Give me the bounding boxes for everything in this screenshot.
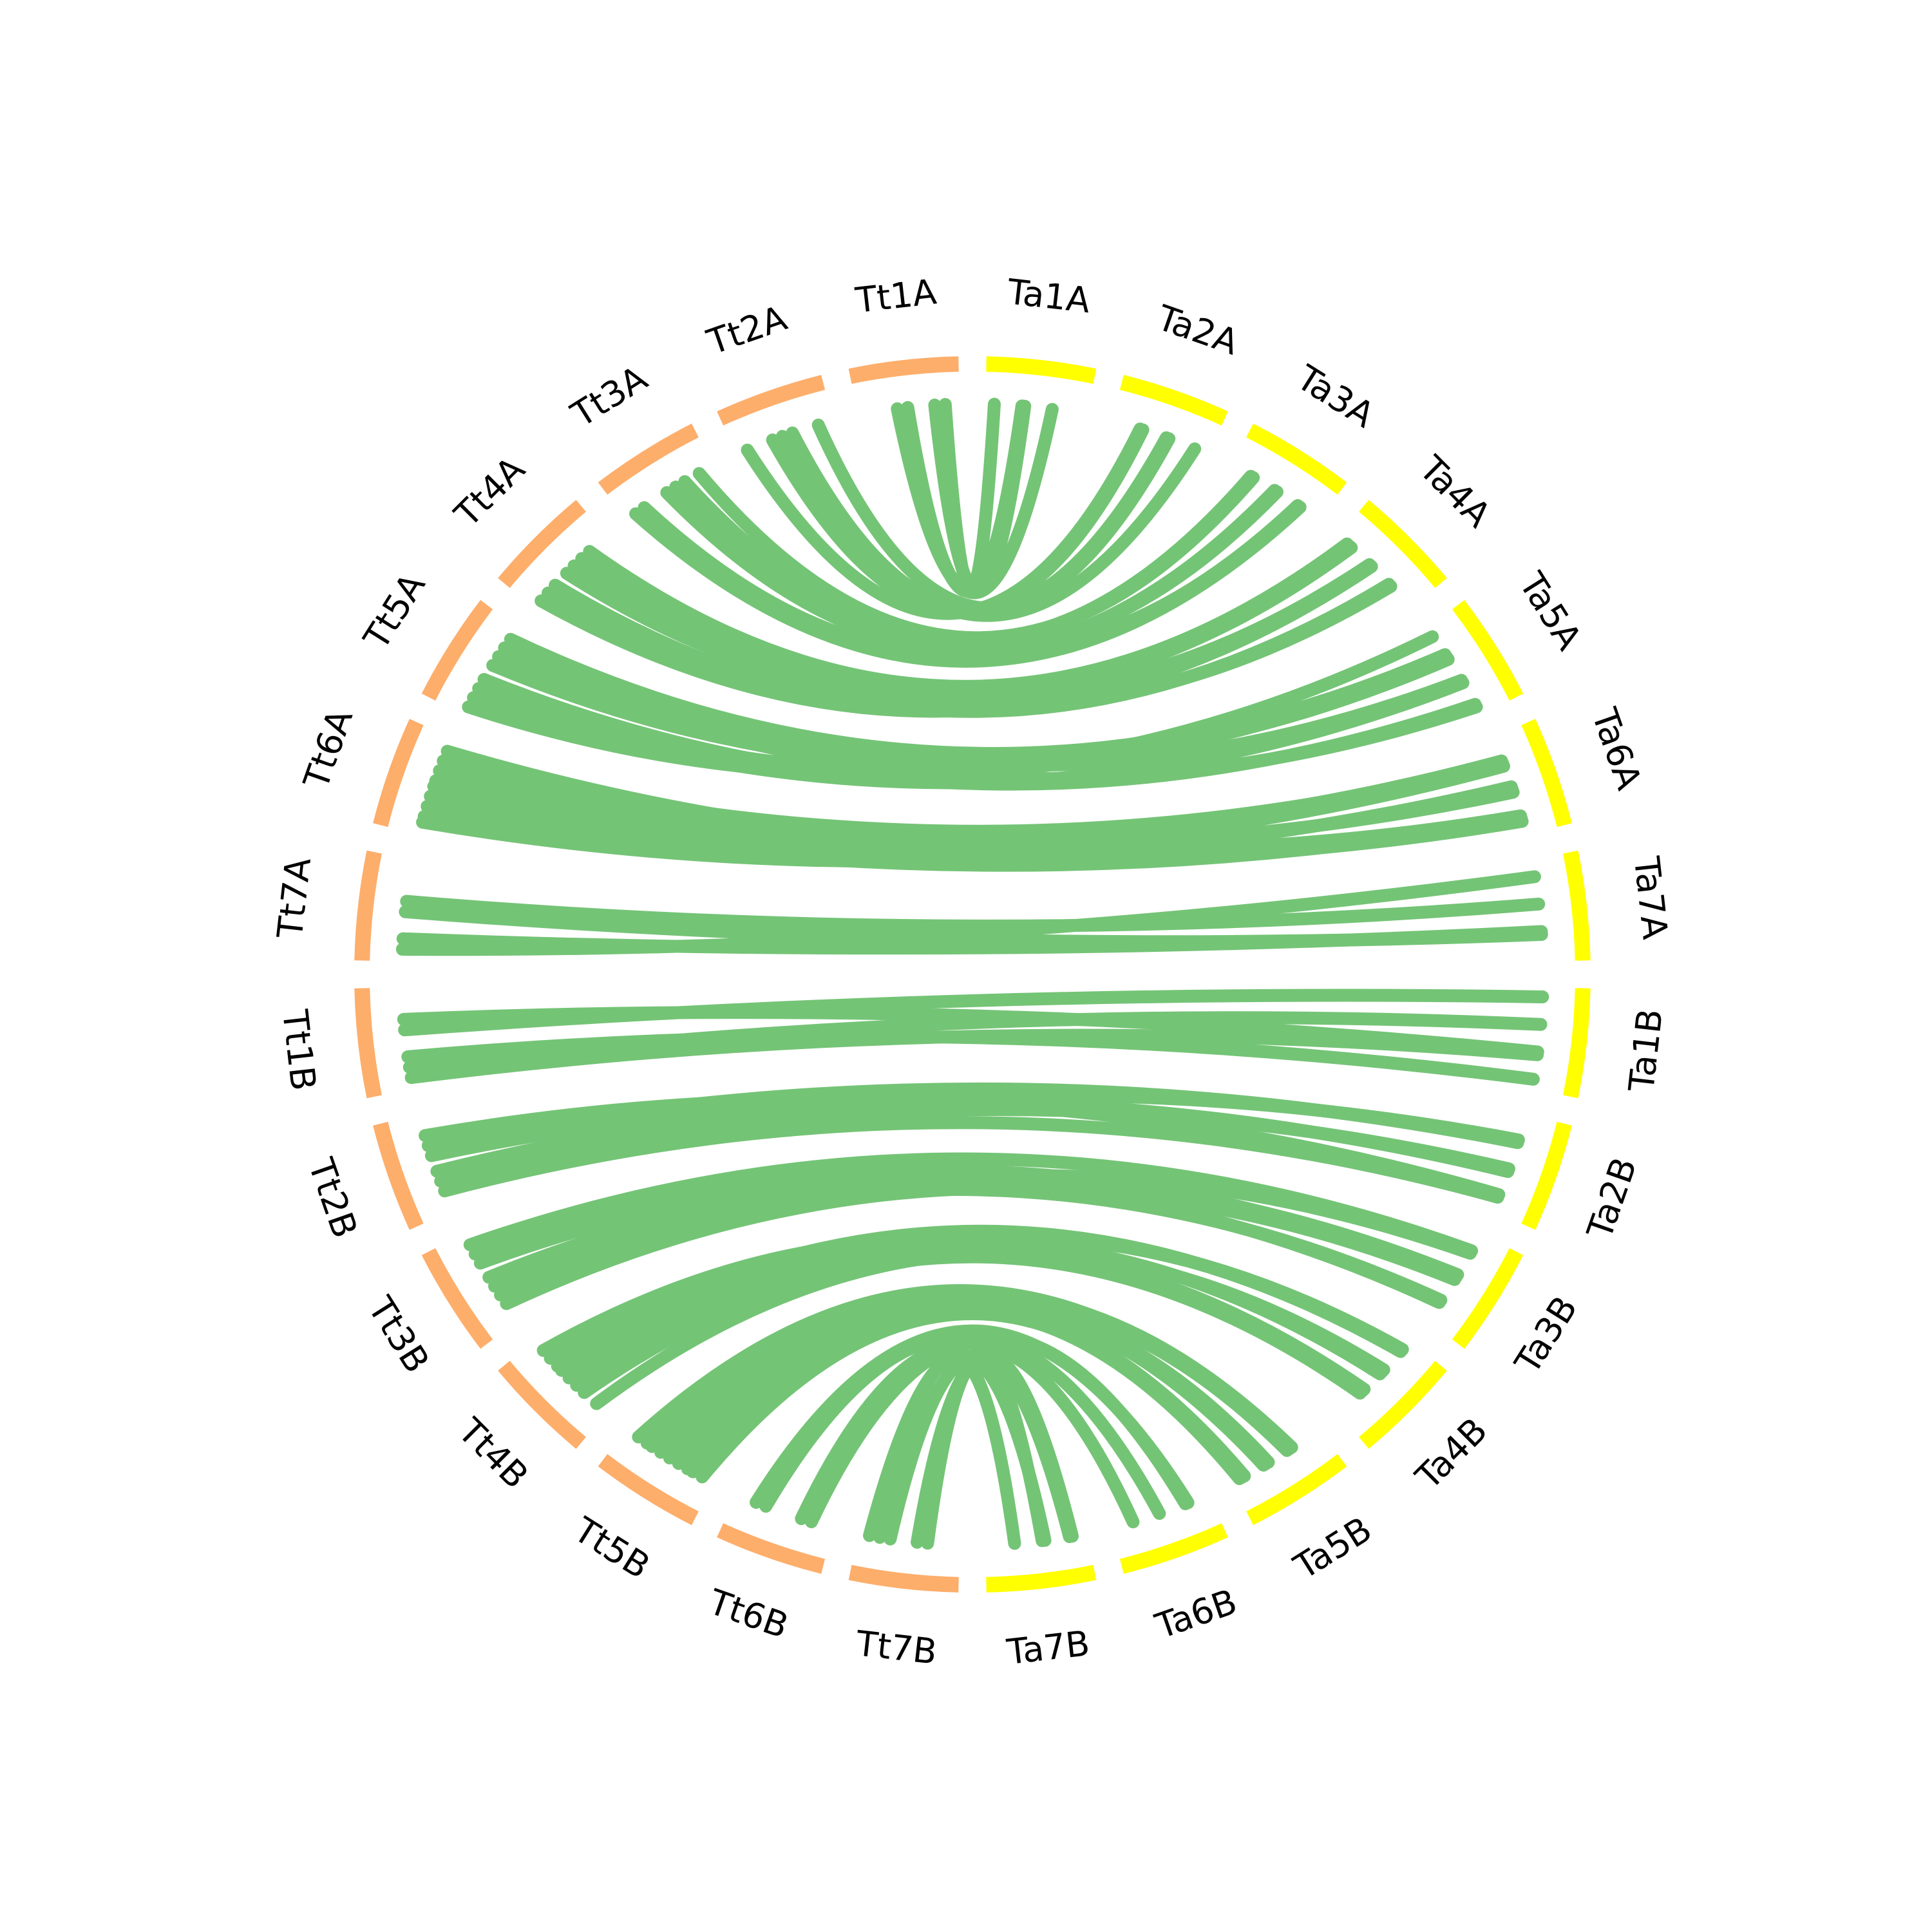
synteny-link: [551, 1235, 1387, 1381]
synteny-link: [928, 398, 1032, 597]
chromosome-label: Ta6A: [1584, 703, 1649, 795]
synteny-link: [629, 500, 1307, 668]
synteny-link: [399, 905, 1548, 949]
chromosome-label: Tt6A: [296, 704, 361, 794]
chromosome-arc: [373, 719, 424, 828]
chromosome-label: Ta5A: [1511, 565, 1589, 657]
chromosome-label: Tt4B: [450, 1410, 536, 1497]
chromosome-arc: [1246, 1454, 1347, 1526]
chromosome-arc: [498, 1361, 586, 1449]
chromosome-arc: [1359, 1361, 1447, 1449]
chromosome-arc: [1359, 500, 1447, 588]
synteny-link: [692, 467, 1260, 645]
chromosome-label: Tt2A: [701, 298, 791, 363]
chromosome-label: Tt5B: [566, 1509, 657, 1587]
synteny-link: [462, 630, 1439, 780]
synteny-link: [884, 1348, 1076, 1546]
synteny-link: [560, 541, 1358, 702]
synteny-link: [660, 485, 1283, 656]
chromosome-arc: [373, 1121, 424, 1230]
chromosome-arc: [354, 850, 382, 961]
synteny-link: [404, 1028, 1544, 1084]
chromosome-label: Tt2B: [300, 1153, 365, 1243]
chromosome-arc: [1521, 719, 1572, 828]
chromosome-arc: [498, 500, 586, 588]
chromosome-label: Ta1B: [1621, 1007, 1671, 1094]
chromosome-arc: [986, 356, 1097, 384]
chromosome-arc: [717, 375, 826, 426]
synteny-link: [424, 1095, 1515, 1179]
synteny-link: [766, 423, 1150, 617]
chromosome-arc: [717, 1523, 826, 1574]
synteny-link: [805, 1331, 1192, 1528]
chromosome-arc: [354, 988, 382, 1099]
chromosome-label: Tt7B: [853, 1623, 939, 1672]
chromosome-arc: [1563, 850, 1591, 961]
chromosome-label: Tt3A: [564, 358, 654, 436]
synteny-link: [578, 1250, 1367, 1400]
synteny-link: [535, 560, 1378, 718]
chromosome-arc: [848, 356, 959, 384]
synteny-link: [681, 1295, 1294, 1475]
chromosome-arc: [1521, 1121, 1572, 1230]
chromosome-arc: [421, 600, 493, 701]
chromosome-label: Tt6B: [703, 1581, 793, 1646]
synteny-link: [672, 1303, 1246, 1486]
chromosome-arc: [1452, 600, 1524, 701]
synteny-link: [873, 1350, 1021, 1550]
synteny-link: [421, 1082, 1524, 1152]
chromosome-label: Ta3B: [1506, 1289, 1585, 1381]
chromosome-label: Ta4B: [1408, 1410, 1495, 1497]
chromosome-label: Tt5A: [355, 566, 433, 657]
synteny-link: [500, 1181, 1461, 1311]
synteny-link: [398, 989, 1549, 1037]
chromosome-label: Tt4A: [446, 449, 533, 535]
chromosome-label: Ta7A: [1626, 854, 1676, 942]
chromosome-arc: [986, 1565, 1097, 1593]
chromosome-arc: [1119, 1523, 1228, 1574]
chromosome-label: Tt1B: [274, 1007, 324, 1093]
links: [395, 397, 1549, 1550]
synteny-link: [438, 1116, 1504, 1204]
chromosome-label: Ta4A: [1411, 448, 1499, 535]
chromosome-label: Ta3A: [1289, 357, 1381, 435]
synteny-link: [775, 430, 1202, 622]
chromosome-label: Ta2B: [1579, 1152, 1645, 1244]
chromosome-arc: [598, 1454, 699, 1526]
synteny-link: [395, 870, 1541, 956]
chromosome-arc: [1119, 375, 1228, 426]
chromosome-label: Tt7A: [269, 855, 319, 941]
chromosome-arc: [421, 1248, 493, 1349]
chromosome-arc: [598, 423, 699, 495]
synteny-link: [400, 895, 1546, 933]
chromosome-arc: [1563, 988, 1591, 1099]
chromosome-label: Ta2A: [1151, 297, 1244, 363]
chromosome-label: Tt3B: [360, 1289, 438, 1380]
chromosome-label: Tt1A: [853, 271, 938, 321]
chromosome-label: Ta6B: [1150, 1581, 1242, 1647]
chromosome-arc: [1246, 423, 1347, 495]
synteny-link: [544, 1224, 1407, 1365]
chromosome-label: Ta1A: [1005, 271, 1092, 321]
chromosome-label: Ta7B: [1004, 1623, 1092, 1672]
chromosome-arc: [1452, 1248, 1524, 1349]
chromosome-arc: [848, 1565, 959, 1593]
chromosome-label: Ta5B: [1287, 1509, 1379, 1587]
synteny-link: [494, 1169, 1477, 1302]
synteny-link: [429, 774, 1529, 866]
synteny-link: [402, 1011, 1548, 1074]
